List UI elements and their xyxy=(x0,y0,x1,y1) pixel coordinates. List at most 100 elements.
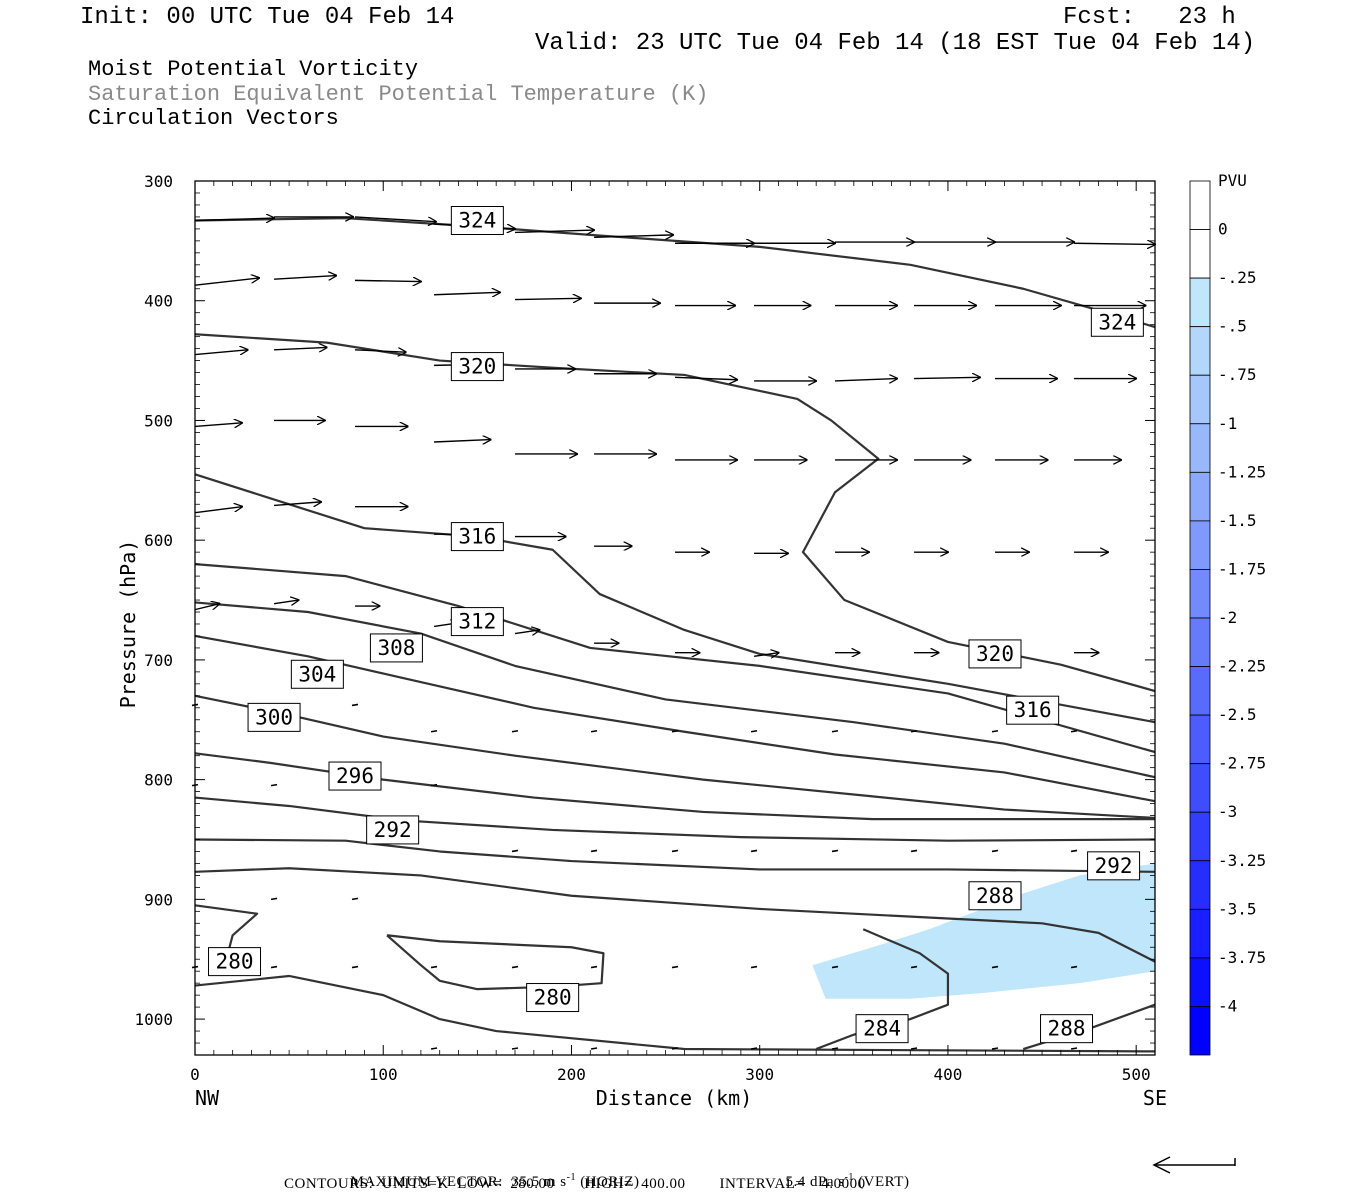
contour-label-box xyxy=(855,1014,909,1044)
circulation-vector xyxy=(434,440,490,442)
y-tick-label: 300 xyxy=(144,172,173,191)
circulation-vector xyxy=(430,729,438,733)
circulation-vector xyxy=(1070,849,1078,853)
reference-vector-arrow xyxy=(1152,1156,1236,1174)
colorbar-band xyxy=(1189,423,1211,473)
circulation-vector xyxy=(671,965,679,969)
y-tick-label: 600 xyxy=(144,531,173,550)
valid-time: Valid: 23 UTC Tue 04 Feb 14 (18 EST Tue … xyxy=(535,30,1256,57)
circulation-vector xyxy=(354,280,421,281)
contour-280-14 xyxy=(194,974,1156,1053)
contour-label: 316 xyxy=(458,525,496,549)
contour-296-7 xyxy=(194,752,1155,821)
colorbar-title: PVU xyxy=(1218,171,1247,190)
contour-316-2 xyxy=(194,473,1156,724)
field-title-mpv: Moist Potential Vorticity xyxy=(88,57,419,82)
circulation-vector xyxy=(430,783,438,787)
contour-292-9 xyxy=(194,838,1156,873)
circulation-vector xyxy=(511,849,519,853)
field-title-vectors: Circulation Vectors xyxy=(88,106,339,131)
colorbar-band xyxy=(1189,326,1211,376)
contour-label: 320 xyxy=(458,355,496,379)
max-vector-vert-suffix: (VERT) xyxy=(853,1174,910,1190)
field-title-thetaes: Saturation Equivalent Potential Temperat… xyxy=(88,82,709,107)
colorbar-band xyxy=(1189,908,1211,959)
circulation-vector xyxy=(590,1047,598,1050)
colorbar-band xyxy=(1189,277,1211,328)
plot-frame xyxy=(194,180,1156,1056)
circulation-vector xyxy=(194,423,242,427)
circulation-vector xyxy=(514,298,581,299)
circulation-vector xyxy=(514,630,539,634)
circulation-vector xyxy=(991,1047,999,1050)
circulation-vector xyxy=(194,507,242,514)
contour-label: 308 xyxy=(377,636,415,660)
circulation-vector xyxy=(750,849,758,853)
circulation-vector xyxy=(270,897,278,901)
contour-label: 296 xyxy=(336,764,374,788)
circulation-vector xyxy=(1070,729,1078,733)
colorbar-band xyxy=(1189,957,1211,1007)
circulation-vector xyxy=(590,729,598,733)
colorbar-band xyxy=(1189,569,1211,619)
circulation-vector xyxy=(511,729,519,733)
contour-info-line: CONTOURS: UNITS=K LOW= 280.00 HIGH= 400.… xyxy=(284,1176,866,1192)
colorbar-label: -3.25 xyxy=(1218,851,1266,870)
circulation-vector xyxy=(194,604,219,611)
contour-label: 320 xyxy=(976,642,1014,666)
max-vector-vert-exponent: -1 xyxy=(844,1172,854,1183)
x-end-label-nw: NW xyxy=(195,1086,220,1110)
contour-312-3 xyxy=(194,563,1156,754)
y-tick-label: 800 xyxy=(144,771,173,790)
colorbar-label: -.75 xyxy=(1218,365,1257,384)
circulation-vector xyxy=(274,276,336,280)
contour-label-box xyxy=(369,633,423,663)
circulation-vector xyxy=(671,1047,679,1050)
circulation-vector xyxy=(914,377,980,378)
x-tick-label: 200 xyxy=(557,1065,586,1084)
contour-label-box xyxy=(247,702,301,732)
contour-label-box xyxy=(450,522,504,552)
colorbar-label: -2 xyxy=(1218,608,1237,627)
contour-label: 300 xyxy=(255,705,293,729)
colorbar-label: -2.25 xyxy=(1218,657,1266,676)
contour-label-box xyxy=(526,983,580,1013)
y-tick-label: 500 xyxy=(144,411,173,430)
colorbar-band xyxy=(1189,811,1211,862)
circulation-vector xyxy=(1070,965,1078,969)
circulation-vector xyxy=(590,965,598,969)
max-vector-vert-prefix: 5.4 dPa s xyxy=(785,1174,845,1190)
circulation-vector xyxy=(351,897,359,901)
circulation-vector xyxy=(351,965,359,969)
contour-label-box xyxy=(1040,1014,1094,1044)
contour-label-box xyxy=(208,947,262,977)
contour-label: 292 xyxy=(374,818,412,842)
max-vector-horiz: (HORIZ) xyxy=(575,1174,640,1190)
circulation-vector xyxy=(910,965,918,969)
forecast-hour: Fcst: 23 h xyxy=(1063,4,1236,31)
colorbar-label: -.25 xyxy=(1218,268,1257,287)
circulation-vector xyxy=(991,965,999,969)
circulation-vector xyxy=(750,729,758,733)
circulation-vector xyxy=(671,849,679,853)
x-tick-label: 0 xyxy=(190,1065,200,1084)
contour-320-1 xyxy=(194,333,1156,693)
colorbar-band xyxy=(1189,1006,1211,1056)
contour-label: 292 xyxy=(1095,854,1133,878)
circulation-vector xyxy=(1074,243,1155,244)
y-tick-label: 700 xyxy=(144,651,173,670)
contour-label: 324 xyxy=(458,209,496,233)
colorbar-label: -2.5 xyxy=(1218,705,1257,724)
circulation-vector xyxy=(194,278,259,286)
colorbar-band xyxy=(1189,520,1211,570)
x-end-label-se: SE xyxy=(1143,1086,1167,1110)
contour-label-box xyxy=(366,815,420,845)
circulation-vector xyxy=(274,347,327,349)
x-tick-label: 300 xyxy=(745,1065,774,1084)
axis-layer: 300 400 500 600 700 800 900 1000 0 100 200 300 400 50… xyxy=(134,172,1156,1084)
colorbar-label: -1.25 xyxy=(1218,462,1266,481)
colorbar-band xyxy=(1189,229,1211,279)
colorbar-label: -3 xyxy=(1218,802,1237,821)
colorbar-label: 0 xyxy=(1218,220,1228,239)
